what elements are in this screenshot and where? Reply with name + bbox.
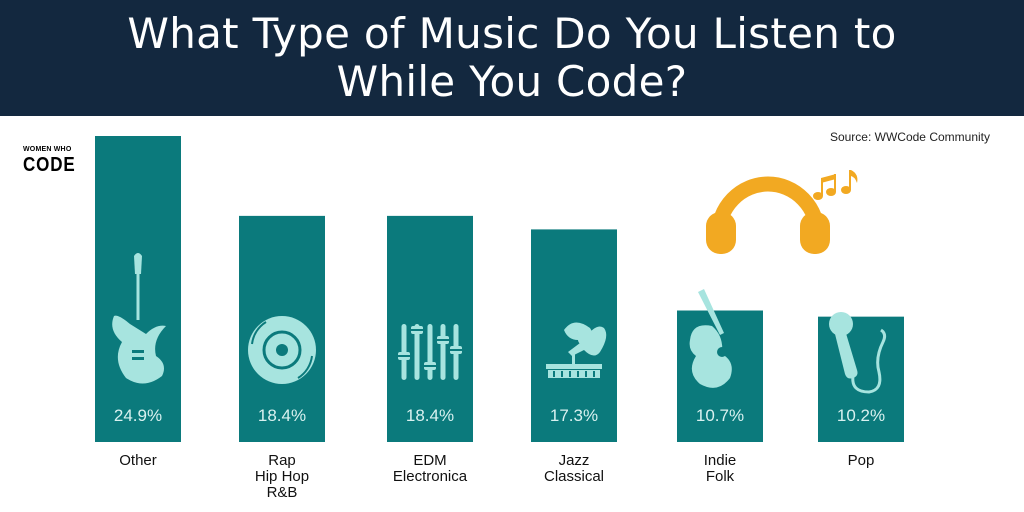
category-label: Indie <box>704 452 737 469</box>
category-label: EDM <box>413 452 446 469</box>
electric-guitar-icon <box>112 253 166 384</box>
bar-group: 24.9% Other <box>95 136 181 469</box>
category-label: Classical <box>544 468 604 485</box>
value-label: 18.4% <box>258 406 306 425</box>
gramophone-icon <box>546 322 607 378</box>
logo-top-text: WOMEN WHO <box>23 146 72 153</box>
category-label: Hip Hop <box>255 468 309 485</box>
value-label: 18.4% <box>406 406 454 425</box>
headphones-icon <box>706 176 830 254</box>
vinyl-record-icon <box>248 316 316 384</box>
music-notes-icon <box>813 170 858 200</box>
category-label: Electronica <box>393 468 468 485</box>
category-label: Jazz <box>559 452 590 469</box>
category-label: R&B <box>267 484 298 501</box>
source-note: Source: WWCode Community <box>829 130 990 144</box>
bar-group: 10.2% Pop <box>818 312 904 469</box>
category-label: Rap <box>268 452 296 469</box>
category-label: Other <box>119 452 157 469</box>
category-label: Folk <box>706 468 735 485</box>
value-label: 17.3% <box>550 406 598 425</box>
value-label: 10.2% <box>837 406 885 425</box>
page-title: What Type of Music Do You Listen to Whil… <box>127 9 897 106</box>
value-label: 10.7% <box>696 406 744 425</box>
value-label: 24.9% <box>114 406 162 425</box>
category-label: Pop <box>848 452 875 469</box>
mixer-sliders-icon <box>398 324 462 380</box>
header-banner: What Type of Music Do You Listen to Whil… <box>0 0 1024 116</box>
bar <box>818 316 904 442</box>
wwcode-logo: WOMEN WHO CODE <box>23 146 79 176</box>
logo-bottom-text: CODE <box>23 154 76 176</box>
microphone-icon <box>829 312 887 394</box>
acoustic-guitar-icon <box>689 289 732 388</box>
